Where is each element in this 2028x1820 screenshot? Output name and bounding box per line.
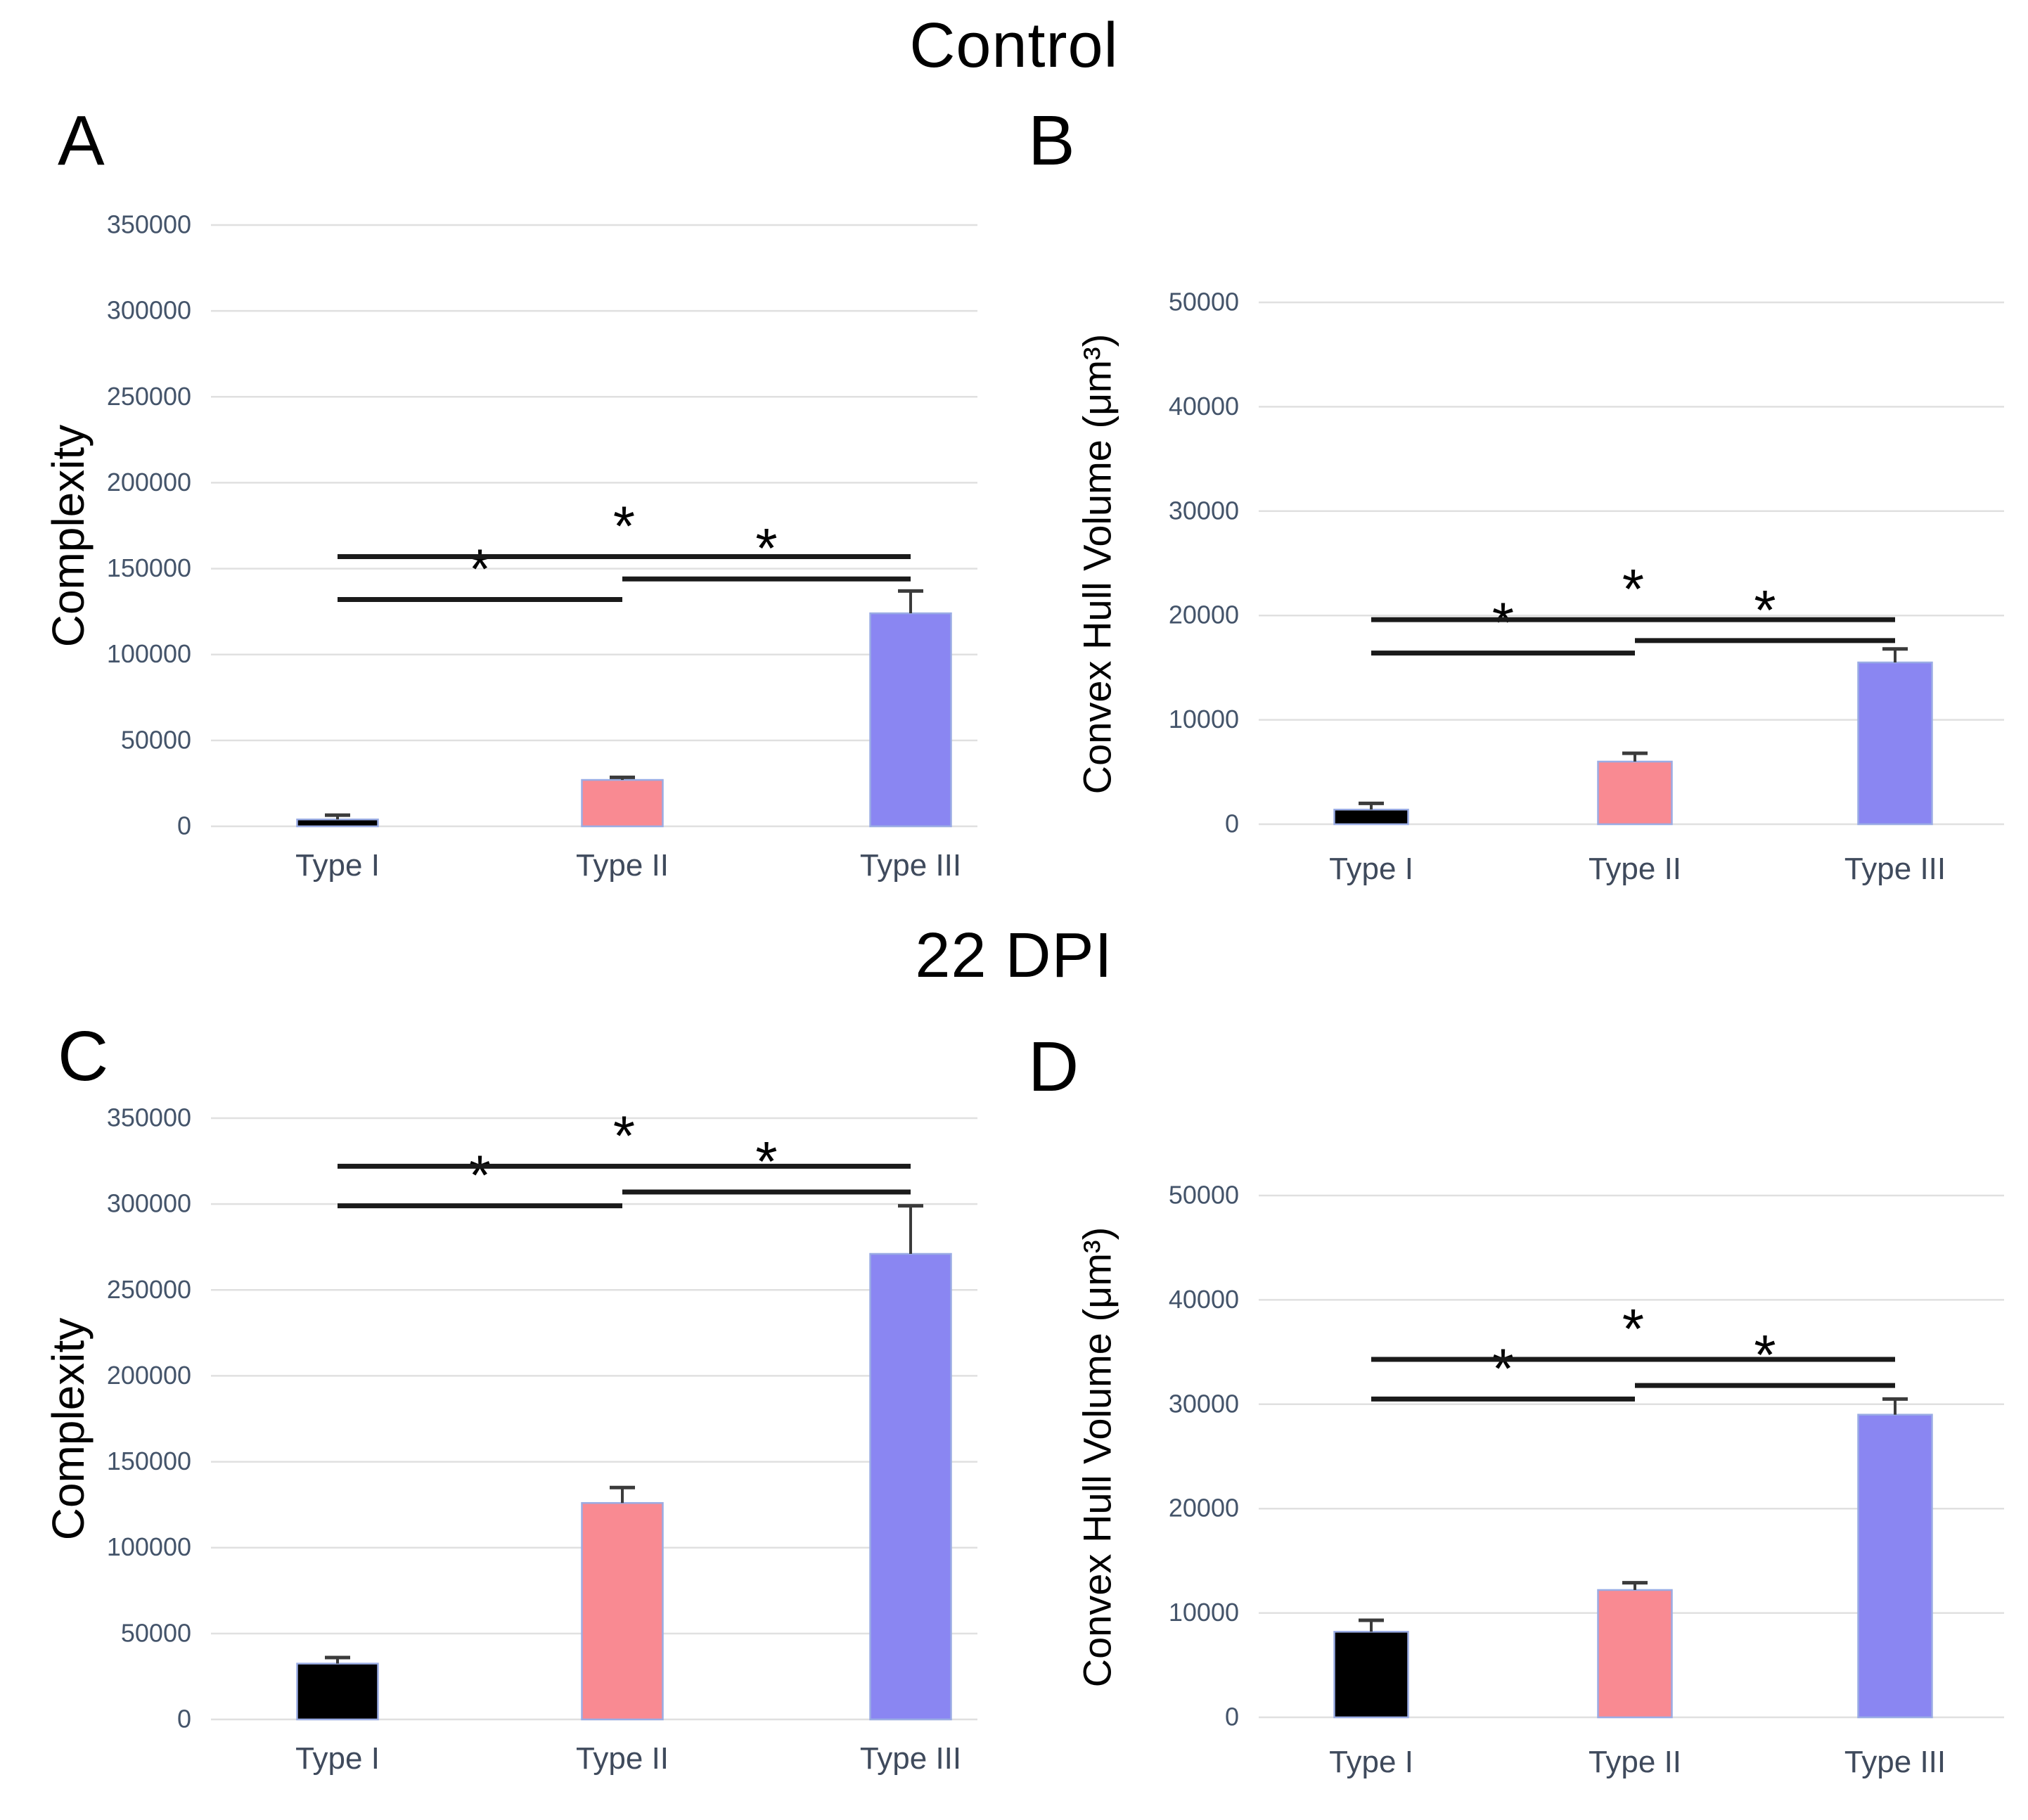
bar-type-i: [296, 818, 379, 828]
y-tick-label-300000: 300000: [107, 296, 191, 325]
y-tick-label-10000: 10000: [1169, 1598, 1239, 1627]
y-tick-label-40000: 40000: [1169, 1285, 1239, 1314]
x-category-label-type-i: Type I: [295, 848, 380, 883]
y-tick-label-20000: 20000: [1169, 601, 1239, 629]
bar-chart-control-convex-hull: 0 10000 20000 30000 40000 50000 Type I Type II T…: [1169, 288, 2004, 886]
x-category-label-type-ii: Type II: [576, 1741, 669, 1776]
significance-asterisk-0-2: *: [1622, 1297, 1644, 1360]
x-category-label-type-i: Type I: [295, 1741, 380, 1776]
significance-asterisk-0-2: *: [613, 1104, 635, 1167]
y-axis-label-complexity-a: Complexity: [43, 424, 94, 648]
y-tick-label-200000: 200000: [107, 1361, 191, 1390]
bar-type-i: [296, 1662, 379, 1721]
bar-chart-22dpi-complexity: 0 50000 100000 150000 200000 250000 300000 3500…: [107, 1103, 977, 1776]
group-title-22dpi: 22 DPI: [915, 921, 1113, 991]
bar-type-iii: [1857, 661, 1933, 826]
x-category-label-type-iii: Type III: [860, 848, 961, 883]
bar-type-i: [1333, 808, 1409, 826]
bar-type-iii: [869, 1252, 952, 1721]
x-category-label-type-iii: Type III: [860, 1741, 961, 1776]
y-axis-label-convex-hull-b: Convex Hull Volume (μm³): [1074, 333, 1119, 795]
significance-asterisk-1-2: *: [755, 1130, 777, 1193]
x-category-label-type-ii: Type II: [1589, 852, 1681, 886]
significance-asterisk-0-2: *: [1622, 558, 1644, 620]
y-tick-label-0: 0: [177, 1705, 191, 1734]
y-tick-label-0: 0: [177, 812, 191, 840]
y-tick-label-20000: 20000: [1169, 1494, 1239, 1523]
x-category-label-type-i: Type I: [1329, 1745, 1413, 1779]
y-tick-label-10000: 10000: [1169, 705, 1239, 733]
panel-letter-b: B: [1028, 101, 1075, 180]
bar-type-iii: [869, 612, 952, 828]
y-tick-label-250000: 250000: [107, 1275, 191, 1304]
x-category-label-type-iii: Type III: [1844, 852, 1946, 886]
y-tick-label-50000: 50000: [1169, 288, 1239, 316]
y-axis-label-complexity-c: Complexity: [43, 1317, 94, 1541]
y-tick-label-200000: 200000: [107, 468, 191, 496]
bar-type-ii: [1597, 760, 1673, 826]
y-tick-label-250000: 250000: [107, 382, 191, 411]
x-category-label-type-ii: Type II: [1589, 1745, 1681, 1779]
bar-type-ii: [581, 778, 664, 828]
y-tick-label-150000: 150000: [107, 553, 191, 582]
x-category-label-type-ii: Type II: [576, 848, 669, 883]
x-category-label-type-i: Type I: [1329, 852, 1413, 886]
significance-asterisk-1-2: *: [755, 517, 777, 579]
y-tick-label-30000: 30000: [1169, 496, 1239, 525]
bar-chart-control-complexity: 0 50000 100000 150000 200000 250000 300000 3500…: [107, 210, 977, 883]
y-tick-label-150000: 150000: [107, 1447, 191, 1475]
y-tick-label-350000: 350000: [107, 1103, 191, 1132]
panel-letter-c: C: [58, 1017, 109, 1096]
y-tick-label-30000: 30000: [1169, 1389, 1239, 1418]
group-title-control: Control: [909, 11, 1119, 81]
panel-letter-a: A: [58, 101, 105, 180]
bar-chart-22dpi-convex-hull: 0 10000 20000 30000 40000 50000 Type I Type II T…: [1169, 1181, 2004, 1779]
x-category-label-type-iii: Type III: [1844, 1745, 1946, 1779]
significance-asterisk-0-1: *: [1492, 591, 1514, 654]
significance-asterisk-0-1: *: [1492, 1337, 1514, 1399]
y-tick-label-0: 0: [1225, 1703, 1239, 1731]
bar-type-i: [1333, 1631, 1409, 1719]
bar-type-ii: [581, 1501, 664, 1721]
y-tick-label-100000: 100000: [107, 639, 191, 668]
y-tick-label-100000: 100000: [107, 1532, 191, 1561]
y-tick-label-50000: 50000: [1169, 1181, 1239, 1210]
significance-asterisk-1-2: *: [1754, 1324, 1776, 1386]
panel-letter-d: D: [1028, 1027, 1079, 1106]
significance-asterisk-0-1: *: [469, 538, 491, 601]
bar-type-iii: [1857, 1414, 1933, 1719]
y-tick-label-50000: 50000: [121, 1618, 191, 1647]
y-axis-label-convex-hull-d: Convex Hull Volume (μm³): [1074, 1226, 1119, 1688]
y-tick-label-350000: 350000: [107, 210, 191, 239]
significance-asterisk-0-2: *: [613, 494, 635, 557]
y-tick-label-40000: 40000: [1169, 392, 1239, 421]
y-tick-label-0: 0: [1225, 809, 1239, 838]
significance-asterisk-0-1: *: [469, 1144, 491, 1207]
bar-type-ii: [1597, 1589, 1673, 1719]
y-tick-label-300000: 300000: [107, 1189, 191, 1218]
significance-asterisk-1-2: *: [1754, 579, 1776, 641]
y-tick-label-50000: 50000: [121, 725, 191, 754]
